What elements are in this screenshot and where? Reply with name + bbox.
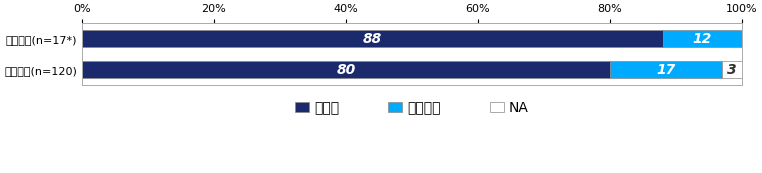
Text: 88: 88: [363, 32, 382, 46]
Bar: [610, 61, 722, 78]
Bar: [82, 61, 610, 78]
Legend: あった, なかった, NA: あった, なかった, NA: [290, 95, 535, 120]
Text: 17: 17: [657, 63, 676, 77]
Bar: [722, 61, 742, 78]
Text: 12: 12: [693, 32, 712, 46]
Text: 80: 80: [336, 63, 356, 77]
Bar: [82, 30, 663, 47]
Text: 3: 3: [727, 63, 737, 77]
Bar: [663, 30, 742, 47]
